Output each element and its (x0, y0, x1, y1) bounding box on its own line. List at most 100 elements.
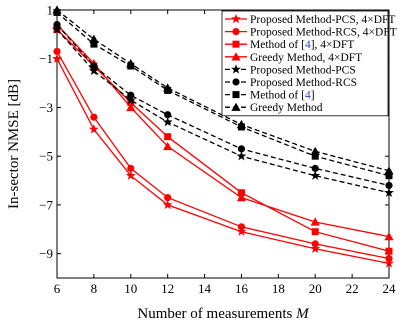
data-point (127, 91, 135, 99)
data-point (237, 189, 245, 197)
data-point (236, 150, 247, 161)
data-point (310, 170, 321, 180)
legend-entry: Greedy Method, 4×DFT (225, 52, 362, 64)
x-tick-label: 22 (346, 281, 359, 296)
data-point (236, 226, 247, 236)
data-point (311, 240, 319, 248)
series-6 (53, 21, 393, 190)
data-point (311, 164, 319, 172)
y-tick-label: −5 (39, 149, 53, 164)
x-tick-label: 24 (383, 281, 397, 296)
data-point (385, 172, 393, 180)
x-axis-title-symbol: M (295, 306, 310, 322)
x-tick-label: 8 (91, 281, 98, 296)
data-point (310, 243, 321, 253)
legend-entry: Proposed Method-RCS, 4×DFT (225, 27, 397, 39)
series-8 (52, 5, 394, 175)
data-point (53, 47, 61, 56)
x-tick-label: 14 (198, 281, 212, 296)
data-point (237, 223, 246, 231)
data-point (311, 152, 319, 160)
data-point (384, 187, 394, 197)
x-axis-title: Number of measurements M (137, 306, 310, 322)
legend-label: Method of [4], 4×DFT (250, 39, 354, 51)
data-point (385, 181, 393, 190)
legend-label: Proposed Method-RCS, 4×DFT (250, 27, 397, 39)
data-point (163, 83, 173, 92)
data-point (53, 21, 61, 29)
legend-entry: Proposed Method-RCS (225, 77, 357, 89)
series-1 (52, 53, 394, 268)
data-point (311, 228, 319, 236)
data-point (125, 94, 136, 105)
data-point (126, 102, 136, 112)
legend-marker (231, 102, 241, 111)
data-point (384, 166, 394, 175)
data-point (310, 146, 320, 155)
legend-box (221, 10, 389, 117)
x-tick-label: 18 (272, 281, 285, 296)
legend-entry: Proposed Method-PCS (225, 64, 356, 76)
data-point (164, 133, 172, 141)
legend-label: Method of [4] (250, 90, 315, 102)
legend-marker (231, 64, 241, 74)
data-point (90, 62, 98, 70)
legend-entry: Method of [4] (225, 90, 315, 102)
data-point (88, 124, 99, 134)
legend-marker (232, 28, 240, 36)
data-point (384, 231, 394, 241)
series-5 (52, 24, 394, 197)
data-point (125, 170, 136, 180)
y-axis-title: In-sector NMSE [dB] (6, 79, 22, 209)
data-point (162, 116, 173, 127)
data-point (164, 111, 172, 119)
y-tick-label: −7 (39, 197, 53, 212)
series-2 (53, 47, 393, 263)
legend-marker (231, 13, 241, 24)
y-tick-label: −3 (39, 100, 53, 115)
data-point (126, 59, 136, 68)
legend-label: Proposed Method-PCS, 4×DFT (250, 14, 395, 26)
series-layer (52, 5, 394, 268)
plot-frame (56, 9, 390, 279)
legend-label: Proposed Method-PCS (250, 64, 356, 76)
data-point (162, 199, 173, 210)
data-point (88, 65, 99, 76)
data-point (164, 194, 172, 202)
data-point (52, 5, 62, 14)
legend-marker (232, 78, 240, 86)
data-point (237, 145, 246, 153)
legend-marker (232, 91, 240, 99)
data-point (89, 34, 99, 43)
legend-label: Proposed Method-RCS (250, 77, 357, 89)
x-tick-label: 20 (309, 281, 322, 296)
y-tick-label: −9 (39, 246, 53, 261)
legend-marker (232, 40, 240, 48)
y-tick-label: −1 (39, 51, 53, 66)
data-point (384, 258, 394, 268)
x-tick-label: 6 (54, 281, 61, 296)
data-point (90, 40, 98, 48)
data-point (236, 119, 247, 129)
legend-entry: Greedy Method (225, 102, 323, 114)
x-tick-label: 10 (124, 281, 137, 296)
data-point (236, 193, 247, 202)
x-axis-title-text: Number of measurements (137, 306, 292, 322)
legend-label: Greedy Method (250, 102, 323, 114)
legend-entry: Proposed Method-PCS, 4×DFT (225, 13, 395, 26)
data-point (385, 247, 393, 255)
x-tick-label: 16 (235, 281, 249, 296)
x-tick-label: 12 (161, 281, 174, 296)
legend-marker (231, 52, 241, 61)
legend-label: Greedy Method, 4×DFT (250, 52, 362, 64)
data-point (52, 24, 62, 34)
data-point (310, 217, 320, 226)
data-point (127, 99, 135, 107)
legend-entry: Method of [4], 4×DFT (225, 39, 354, 51)
data-point (90, 113, 98, 121)
data-point (52, 53, 62, 63)
data-point (385, 254, 393, 263)
